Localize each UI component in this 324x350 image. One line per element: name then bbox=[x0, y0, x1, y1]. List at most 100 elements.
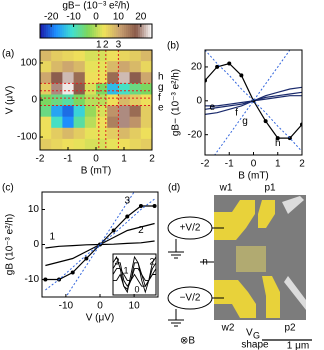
device-diagram: (d) +V/2 −V/2 w1 p1 n w2 p2 V G shape ⊗B… bbox=[167, 183, 312, 350]
colorbar-swatch bbox=[140, 24, 143, 38]
series-line bbox=[65, 192, 135, 297]
inset-line bbox=[113, 273, 156, 290]
heat-cell bbox=[62, 138, 75, 151]
x-axis-label: B (mT) bbox=[238, 171, 269, 182]
plot-area bbox=[205, 50, 302, 155]
heat-cell bbox=[129, 105, 142, 118]
inset-label: 0 bbox=[134, 284, 139, 294]
heat-cell bbox=[51, 105, 63, 118]
colorbar-tick-label: -20 bbox=[44, 12, 59, 23]
heat-cell bbox=[140, 138, 153, 151]
y-tick-label: 0 bbox=[196, 95, 202, 106]
heat-cell bbox=[84, 94, 97, 107]
n-label: n bbox=[202, 257, 208, 268]
data-point bbox=[43, 277, 48, 282]
heat-cell bbox=[40, 61, 52, 73]
inset-label: 3 bbox=[114, 256, 119, 266]
heat-cell bbox=[129, 138, 142, 151]
heat-cell bbox=[118, 94, 131, 107]
heat-cell bbox=[129, 127, 142, 140]
heat-cell bbox=[40, 116, 52, 129]
colorbar-swatch bbox=[126, 24, 129, 38]
series-label: 1 bbox=[49, 231, 55, 242]
colorbar-swatch bbox=[46, 24, 49, 38]
y-tick-label: 20 bbox=[191, 62, 203, 73]
shape-label: shape bbox=[241, 340, 269, 350]
colorbar-swatch bbox=[82, 24, 85, 38]
data-point bbox=[138, 204, 143, 208]
colorbar-swatch bbox=[42, 24, 45, 38]
heat-cell bbox=[51, 127, 63, 140]
heat-cell bbox=[96, 61, 108, 73]
colorbar-swatch bbox=[100, 24, 103, 38]
heat-cell bbox=[107, 83, 119, 95]
colorbar-swatch bbox=[52, 24, 55, 38]
heat-cell bbox=[118, 138, 131, 151]
colorbar-swatch bbox=[138, 24, 141, 38]
colorbar-swatch bbox=[76, 24, 79, 38]
heat-cell bbox=[96, 50, 108, 62]
heat-cell bbox=[118, 83, 131, 95]
data-point bbox=[125, 214, 130, 219]
colorbar-swatch bbox=[124, 24, 127, 38]
p1-label: p1 bbox=[264, 183, 276, 194]
colorbar-swatch bbox=[146, 24, 149, 38]
data-point bbox=[227, 61, 232, 66]
field-label: ⊗B bbox=[180, 336, 195, 347]
heat-cell bbox=[40, 138, 52, 151]
heat-cell bbox=[62, 105, 75, 118]
p2-label: p2 bbox=[284, 323, 296, 334]
colorbar-swatch bbox=[120, 24, 123, 38]
y-tick-label: 10 bbox=[28, 204, 40, 215]
x-tick-label: -2 bbox=[201, 159, 210, 170]
y-axis-label: V (μV) bbox=[5, 86, 16, 115]
heat-cell bbox=[51, 94, 63, 107]
heat-cell bbox=[118, 50, 131, 62]
heat-cell bbox=[129, 72, 142, 84]
heat-cell bbox=[96, 127, 108, 140]
panel-label: (b) bbox=[167, 41, 179, 52]
colorbar-swatch bbox=[74, 24, 77, 38]
heat-cell bbox=[107, 138, 119, 151]
series-label: 2 bbox=[138, 225, 144, 236]
colorbar-swatch bbox=[64, 24, 67, 38]
colorbar-swatch bbox=[132, 24, 135, 38]
y-tick-label: 0 bbox=[31, 95, 37, 106]
colorbar-label: gB− (10⁻³ e²/h) bbox=[62, 1, 129, 12]
colorbar-swatch bbox=[142, 24, 145, 38]
heat-cell bbox=[129, 61, 142, 73]
colorbar-tick-label: -10 bbox=[66, 12, 81, 23]
heat-cell bbox=[107, 116, 119, 129]
data-point bbox=[70, 270, 75, 275]
heat-cell bbox=[129, 116, 142, 129]
colorbar-swatch bbox=[118, 24, 121, 38]
x-tick-label: -2 bbox=[36, 154, 45, 165]
heat-cell bbox=[40, 72, 52, 84]
colorbar-swatch bbox=[72, 24, 75, 38]
series-line bbox=[205, 50, 302, 152]
colorbar-swatch bbox=[104, 24, 107, 38]
heat-cell bbox=[140, 83, 153, 95]
heat-cell bbox=[96, 105, 108, 118]
contact-w1 bbox=[214, 200, 255, 240]
y-tick-label: 0 bbox=[33, 239, 39, 250]
y-axis-label: gB− (10⁻³ e²/h) bbox=[171, 69, 182, 136]
data-point bbox=[215, 64, 220, 69]
colorbar-swatch bbox=[130, 24, 133, 38]
heat-cell bbox=[51, 61, 63, 73]
heat-cell bbox=[51, 50, 63, 62]
marker-label: e bbox=[158, 103, 164, 114]
marker-label: 1 bbox=[96, 40, 102, 51]
colorbar-swatch bbox=[96, 24, 99, 38]
y-tick-label: -10 bbox=[25, 274, 40, 285]
heat-cell bbox=[140, 50, 153, 62]
colorbar-swatch bbox=[80, 24, 83, 38]
heat-cell bbox=[84, 105, 97, 118]
heat-cell bbox=[40, 83, 52, 95]
minus-label: −V/2 bbox=[180, 293, 201, 304]
heat-cell bbox=[62, 116, 75, 129]
colorbar-tick-label: 20 bbox=[135, 12, 147, 23]
heat-cell bbox=[73, 72, 86, 84]
heat-cell bbox=[73, 127, 86, 140]
data-point bbox=[275, 136, 280, 141]
